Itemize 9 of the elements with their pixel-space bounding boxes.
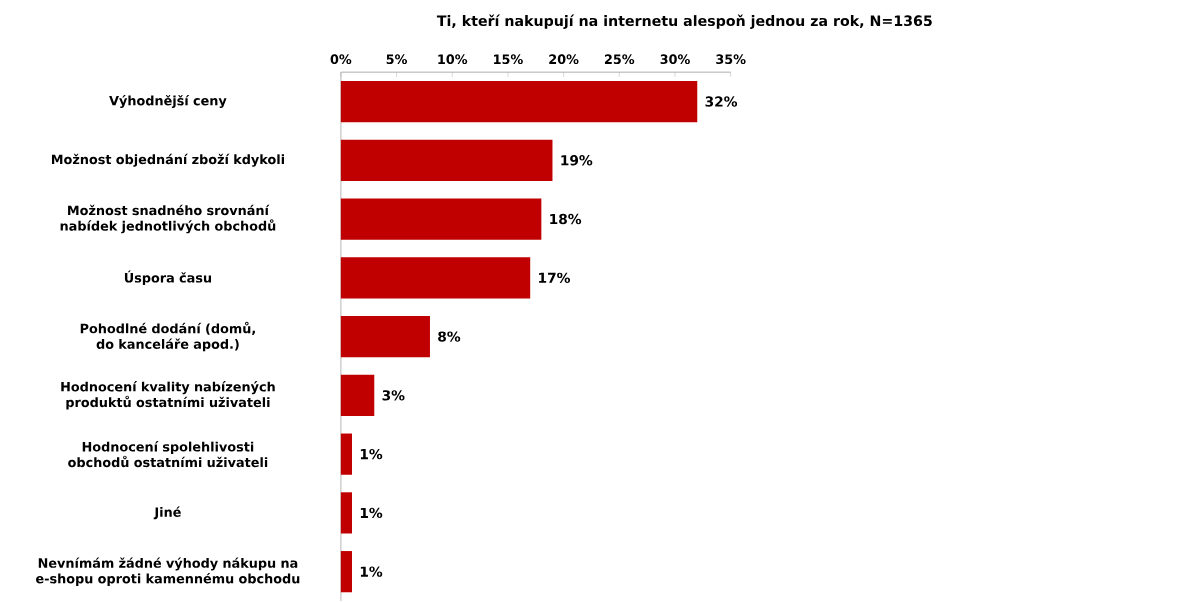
bar xyxy=(340,81,698,123)
bar xyxy=(340,492,353,534)
bar xyxy=(340,139,553,182)
bar xyxy=(340,433,353,475)
bar xyxy=(340,257,531,299)
bar xyxy=(340,551,353,593)
bar xyxy=(340,316,430,358)
bar xyxy=(340,375,375,417)
bar xyxy=(340,198,542,240)
